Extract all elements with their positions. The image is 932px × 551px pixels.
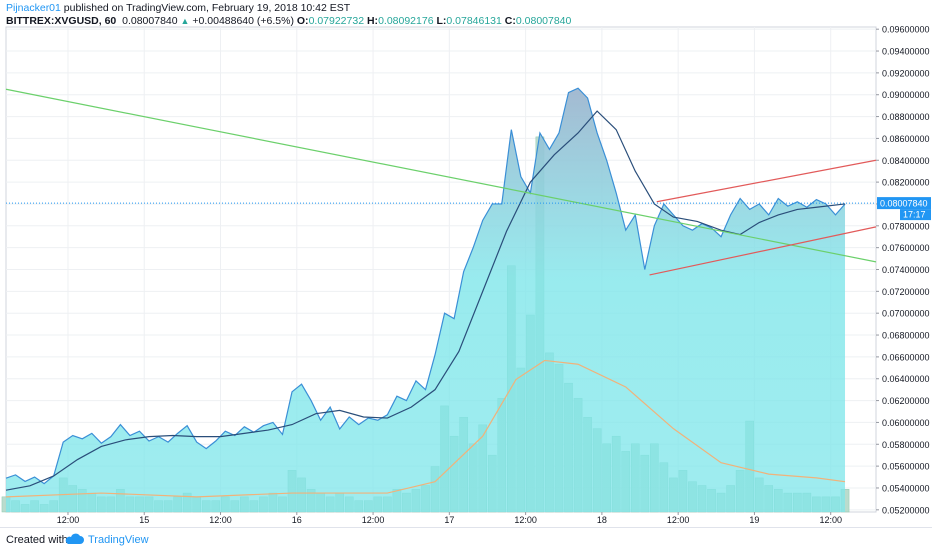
y-tick-label: 0.05200000 — [882, 505, 930, 515]
countdown-tag-label: 17:17 — [903, 210, 926, 220]
y-tick-label: 0.07600000 — [882, 243, 930, 253]
y-tick-label: 0.07000000 — [882, 309, 930, 319]
channel-line — [657, 160, 876, 202]
y-tick-label: 0.05800000 — [882, 440, 930, 450]
tradingview-cloud-icon — [64, 533, 84, 545]
y-tick-label: 0.08600000 — [882, 134, 930, 144]
x-tick-label: 19 — [749, 515, 759, 525]
y-tick-label: 0.05400000 — [882, 483, 930, 493]
x-tick-label: 17 — [444, 515, 454, 525]
y-tick-label: 0.08800000 — [882, 112, 930, 122]
time-axis[interactable]: 12:00 15 12:00 16 12:00 17 12:00 18 12:00 19 12:00 — [57, 512, 842, 525]
price-axis[interactable]: 0.05200000 0.05400000 0.05600000 0.05800000… — [876, 25, 931, 516]
y-tick-label: 0.09400000 — [882, 47, 930, 57]
x-tick-label: 18 — [597, 515, 607, 525]
last-price-tag-label: 0.08007840 — [880, 199, 928, 209]
price-chart[interactable]: 0.05200000 0.05400000 0.05600000 0.05800000… — [0, 0, 932, 527]
y-tick-label: 0.06000000 — [882, 418, 930, 428]
x-tick-label: 12:00 — [667, 515, 690, 525]
x-tick-label: 12:00 — [57, 515, 80, 525]
tradingview-brand-link[interactable]: TradingView — [88, 534, 149, 546]
price-area — [6, 88, 845, 512]
x-tick-label: 12:00 — [819, 515, 842, 525]
y-tick-label: 0.06800000 — [882, 331, 930, 341]
y-tick-label: 0.06200000 — [882, 396, 930, 406]
y-tick-label: 0.07400000 — [882, 265, 930, 275]
y-tick-label: 0.05600000 — [882, 462, 930, 472]
x-tick-label: 12:00 — [209, 515, 232, 525]
price-area-fill — [6, 88, 845, 512]
x-tick-label: 12:00 — [514, 515, 537, 525]
x-tick-label: 16 — [292, 515, 302, 525]
x-tick-label: 15 — [139, 515, 149, 525]
y-tick-label: 0.07800000 — [882, 221, 930, 231]
y-tick-label: 0.09200000 — [882, 68, 930, 78]
green-trend-line — [6, 89, 876, 262]
y-tick-label: 0.07200000 — [882, 287, 930, 297]
created-with-text: Created with — [6, 534, 68, 546]
footer: Created with TradingView — [0, 527, 932, 551]
y-tick-label: 0.06600000 — [882, 352, 930, 362]
y-tick-label: 0.06400000 — [882, 374, 930, 384]
y-tick-label: 0.08200000 — [882, 178, 930, 188]
y-tick-label: 0.09600000 — [882, 25, 930, 35]
y-tick-label: 0.09000000 — [882, 90, 930, 100]
x-tick-label: 12:00 — [362, 515, 385, 525]
y-tick-label: 0.08400000 — [882, 156, 930, 166]
